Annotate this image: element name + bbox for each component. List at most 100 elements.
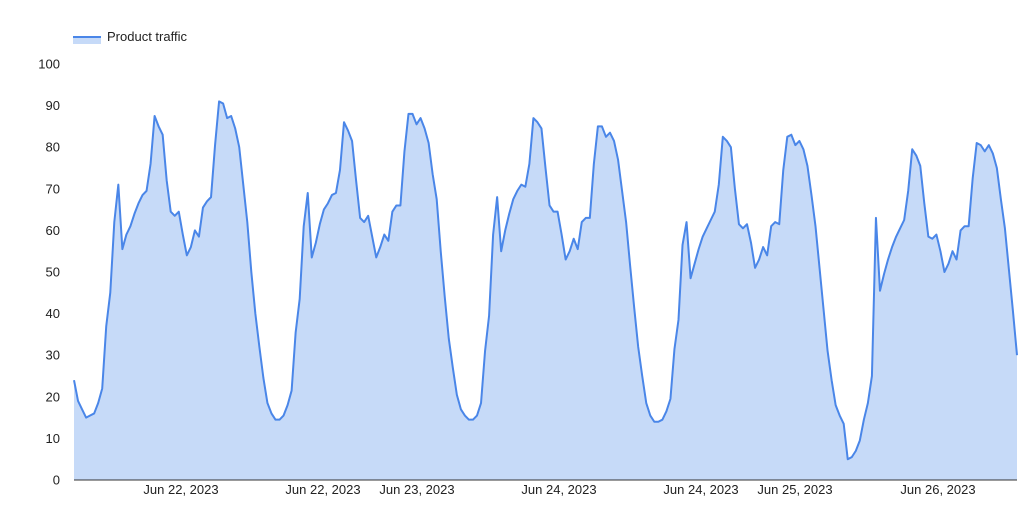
data-point [980,144,982,146]
data-point [129,225,131,227]
data-point [166,179,168,181]
data-point [589,217,591,219]
data-point [911,148,913,150]
data-point [895,236,897,238]
data-point [746,223,748,225]
data-point [972,177,974,179]
data-point [407,113,409,115]
x-tick-label: Jun 24, 2023 [521,482,596,497]
data-point [863,419,865,421]
y-tick-label: 100 [38,57,60,72]
data-point [500,250,502,252]
data-point [504,229,506,231]
data-point [742,227,744,229]
data-point [645,402,647,404]
data-point [379,246,381,248]
data-point [307,192,309,194]
data-point [665,410,667,412]
data-point [754,267,756,269]
data-point [488,315,490,317]
data-point [835,404,837,406]
data-point [391,211,393,213]
data-point [976,142,978,144]
x-tick-label: Jun 24, 2023 [663,482,738,497]
data-point [653,421,655,423]
data-point [806,165,808,167]
data-point [992,152,994,154]
data-point [649,415,651,417]
data-point [210,196,212,198]
data-point [621,190,623,192]
data-point [617,159,619,161]
data-point [988,144,990,146]
data-point [283,415,285,417]
data-point [234,127,236,129]
data-point [448,338,450,340]
data-point [137,202,139,204]
x-tick-label: Jun 26, 2023 [900,482,975,497]
data-point [798,140,800,142]
data-point [73,379,75,381]
data-point [347,130,349,132]
data-point [778,223,780,225]
data-point [492,234,494,236]
data-point [758,259,760,261]
data-point [960,229,962,231]
data-point [262,377,264,379]
legend-label: Product traffic [107,29,187,44]
data-point [1008,269,1010,271]
data-point [516,190,518,192]
data-point [581,221,583,223]
data-point [238,146,240,148]
data-point [770,225,772,227]
data-point [694,263,696,265]
data-point [641,375,643,377]
data-point [146,190,148,192]
data-point [279,419,281,421]
y-tick-label: 40 [46,306,60,321]
data-point [319,223,321,225]
data-point [202,207,204,209]
data-point [327,202,329,204]
data-point [690,277,692,279]
data-point [109,292,111,294]
data-point [77,400,79,402]
data-point [815,225,817,227]
data-point [359,217,361,219]
data-point [520,184,522,186]
data-point [964,225,966,227]
data-point [593,163,595,165]
data-point [287,404,289,406]
data-point [855,450,857,452]
data-point [476,415,478,417]
data-point [669,398,671,400]
data-point [158,125,160,127]
data-point [440,250,442,252]
data-point [416,123,418,125]
y-tick-label: 60 [46,223,60,238]
data-point [194,229,196,231]
data-point [162,134,164,136]
data-point [673,348,675,350]
data-point [480,402,482,404]
data-point [254,313,256,315]
y-axis: 0 10 20 30 40 50 60 70 80 90 100 [38,57,60,488]
data-point [532,117,534,119]
data-point [266,402,268,404]
data-point [883,273,885,275]
data-point [939,250,941,252]
data-point [782,169,784,171]
y-tick-label: 20 [46,389,60,404]
x-axis: Jun 22, 2023 Jun 22, 2023 Jun 23, 2023 Jun … [143,482,975,497]
data-point [484,350,486,352]
data-point [927,236,929,238]
data-point [270,412,272,414]
data-point [935,234,937,236]
data-point [823,308,825,310]
data-point [625,221,627,223]
data-point [444,296,446,298]
data-point [819,267,821,269]
y-tick-label: 30 [46,348,60,363]
legend-swatch-fill [73,37,101,44]
